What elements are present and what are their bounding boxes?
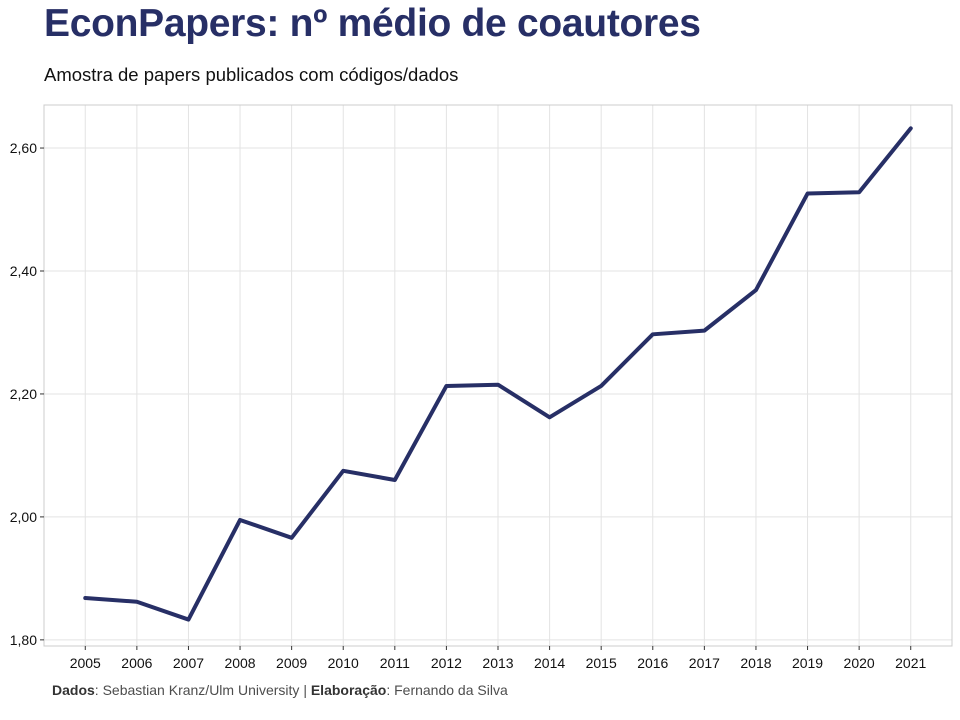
x-tick-label: 2008 (224, 655, 255, 671)
x-axis: 2005 2006 2007 2008 2009 2010 2011 2012 2013 2014… (70, 646, 927, 671)
y-tick-label: 1,80 (10, 632, 37, 648)
x-tick-label: 2009 (276, 655, 307, 671)
x-tick-label: 2007 (173, 655, 204, 671)
caption-author-label: Elaboração (310, 682, 387, 698)
x-tick-label: 2017 (689, 655, 720, 671)
y-tick-label: 2,20 (10, 386, 37, 402)
x-tick-label: 2005 (70, 655, 101, 671)
caption-source-label: Dados (52, 682, 95, 698)
x-tick-label: 2020 (844, 655, 875, 671)
grid-lines (44, 105, 952, 646)
y-tick-label: 2,00 (10, 509, 37, 525)
x-tick-label: 2011 (380, 655, 410, 671)
x-tick-label: 2006 (121, 655, 152, 671)
x-tick-label: 2019 (792, 655, 823, 671)
x-tick-label: 2015 (586, 655, 617, 671)
y-axis: 1,80 2,00 2,20 2,40 2,60 (10, 140, 44, 648)
series-layer (83, 126, 913, 622)
x-tick-label: 2012 (431, 655, 462, 671)
x-tick-label: 2013 (482, 655, 513, 671)
x-tick-label: 2014 (534, 655, 565, 671)
x-tick-label: 2016 (637, 655, 668, 671)
chart-caption: Dados: Sebastian Kranz/Ulm University | … (52, 682, 508, 698)
x-tick-label: 2018 (740, 655, 771, 671)
caption-source-text: : Sebastian Kranz/Ulm University | (94, 682, 311, 698)
y-tick-label: 2,60 (10, 140, 37, 156)
y-tick-label: 2,40 (10, 263, 37, 279)
chart-title: EconPapers: nº médio de coautores (44, 2, 701, 45)
caption-author-text: : Fernando da Silva (386, 682, 508, 698)
x-tick-label: 2021 (895, 655, 926, 671)
x-tick-label: 2010 (328, 655, 359, 671)
chart-subtitle: Amostra de papers publicados com códigos… (44, 64, 459, 85)
